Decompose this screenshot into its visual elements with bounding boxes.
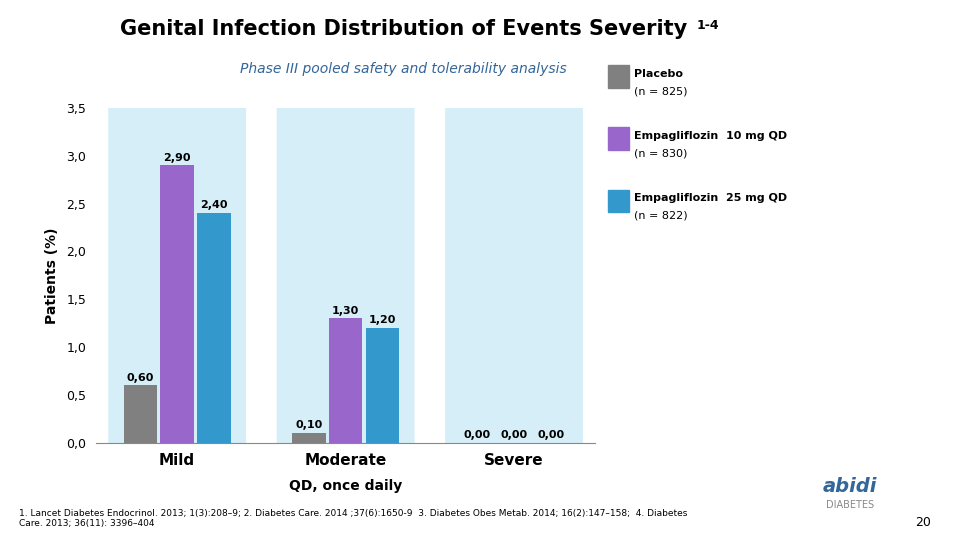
Text: 2,40: 2,40 (200, 200, 228, 211)
Text: 0,00: 0,00 (538, 430, 564, 440)
FancyBboxPatch shape (276, 102, 415, 447)
FancyBboxPatch shape (108, 102, 246, 447)
Bar (366, 328, 399, 443)
Text: 0,00: 0,00 (464, 430, 491, 440)
Text: Genital Infection Distribution of Events Severity: Genital Infection Distribution of Events… (120, 19, 686, 39)
Text: Empagliflozin  10 mg QD: Empagliflozin 10 mg QD (634, 131, 787, 141)
Text: abidi: abidi (823, 476, 876, 496)
Text: (n = 830): (n = 830) (634, 148, 687, 158)
Y-axis label: Patients (%): Patients (%) (45, 227, 60, 323)
Text: 0,00: 0,00 (500, 430, 528, 440)
Text: 1. Lancet Diabetes Endocrinol. 2013; 1(3):208–9; 2. Diabetes Care. 2014 ;37(6):1: 1. Lancet Diabetes Endocrinol. 2013; 1(3… (19, 509, 687, 528)
Text: Empagliflozin  25 mg QD: Empagliflozin 25 mg QD (634, 193, 787, 203)
FancyBboxPatch shape (445, 102, 583, 447)
Bar (197, 213, 230, 443)
X-axis label: QD, once daily: QD, once daily (289, 478, 402, 492)
Text: 1-4: 1-4 (697, 19, 720, 32)
Text: Phase III pooled safety and tolerability analysis: Phase III pooled safety and tolerability… (240, 62, 566, 76)
Text: Placebo: Placebo (634, 69, 683, 79)
Text: 20: 20 (915, 516, 931, 529)
Bar (160, 165, 194, 443)
Bar (292, 433, 325, 443)
Text: 1,20: 1,20 (369, 315, 396, 325)
Bar (328, 319, 363, 443)
Text: 2,90: 2,90 (163, 152, 191, 163)
Text: 1,30: 1,30 (332, 306, 359, 315)
Text: DIABETES: DIABETES (826, 500, 874, 510)
Text: 0,60: 0,60 (127, 373, 155, 382)
Text: (n = 825): (n = 825) (634, 86, 687, 96)
Text: (n = 822): (n = 822) (634, 211, 687, 220)
Bar (124, 386, 157, 443)
Text: 0,10: 0,10 (296, 420, 323, 430)
